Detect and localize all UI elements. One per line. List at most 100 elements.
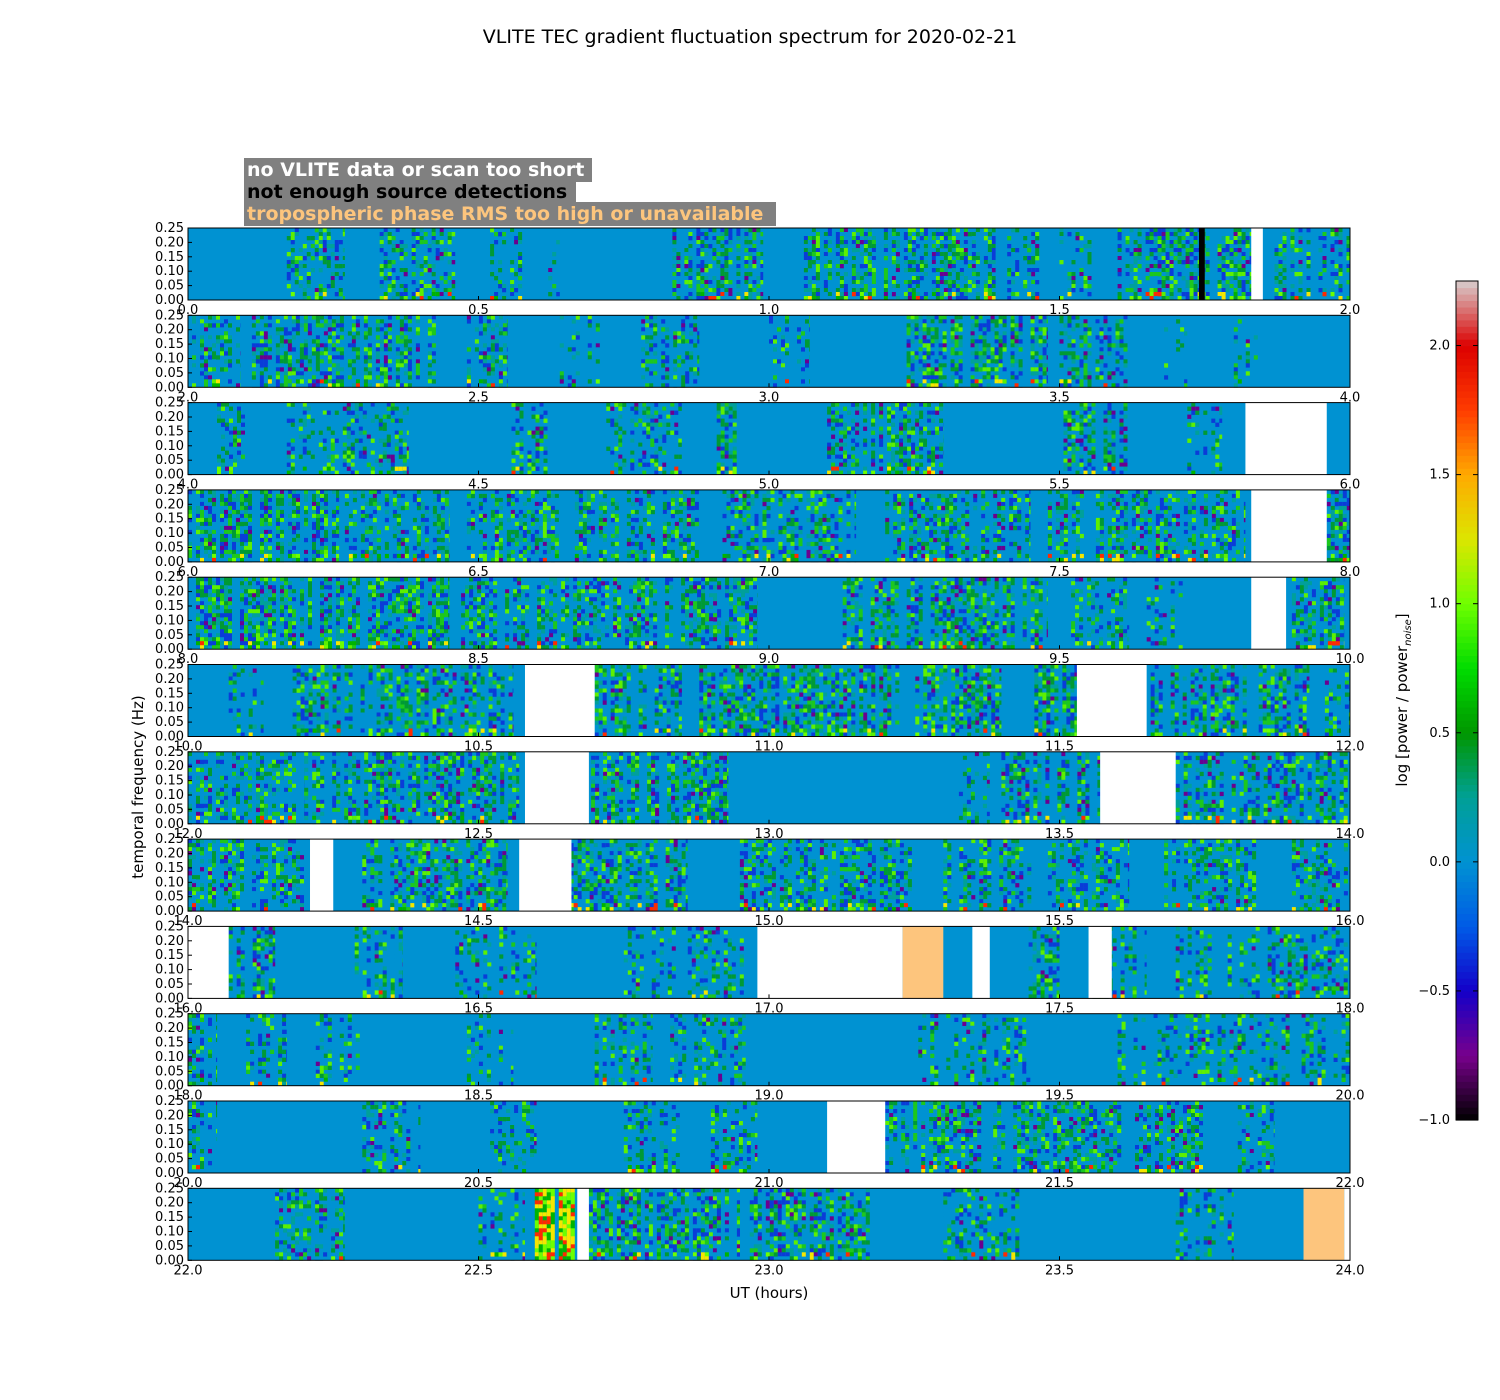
spectrum-cell [1092,439,1096,443]
spectrum-cell [395,403,399,407]
spectrum-cell [943,339,947,343]
spectrum-cell [395,435,399,439]
spectrum-cell [256,355,260,359]
spectrum-cell [646,455,650,459]
spectrum-cell [1335,240,1339,244]
spectrum-cell [1230,228,1234,232]
spectrum-cell [428,331,432,335]
spectrum-cell [576,371,580,375]
spectrum-cell [641,327,645,331]
spectrum-cell [1088,276,1092,280]
spectrum-cell [700,276,704,280]
spectrum-cell [518,264,522,268]
spectrum-cell [400,284,404,288]
spectrum-cell [396,260,400,264]
spectrum-cell [228,323,232,327]
spectrum-cell [507,327,508,331]
spectrum-cell [494,276,498,280]
spectrum-cell [1068,343,1072,347]
spectrum-cell [1068,447,1072,451]
spectrum-cell [340,355,344,359]
spectrum-cell [756,268,760,272]
spectrum-cell [895,423,899,427]
spectrum-cell [323,411,327,415]
spectrum-cell [1126,292,1130,296]
spectrum-cell [1031,236,1035,240]
spectrum-cell [1003,355,1007,359]
spectrum-cell [1108,439,1112,443]
spectrum-cell [808,284,812,288]
spectrum-cell [303,435,307,439]
spectrum-cell [236,343,240,347]
spectrum-cell [241,419,245,423]
spectrum-cell [408,359,412,363]
spectrum-cell [991,371,995,375]
spectrum-cell [1031,347,1035,351]
spectrum-cell [1166,268,1170,272]
spectrum-cell [1335,276,1339,280]
spectrum-cell [499,347,503,351]
spectrum-cell [1100,355,1104,359]
spectrum-cell [295,232,299,236]
spectrum-cell [1176,339,1180,343]
spectrum-cell [907,431,911,435]
spectrum-cell [729,411,733,415]
spectrum-cell [1347,244,1351,248]
spectrum-cell [299,252,303,256]
spectrum-cell [677,367,681,371]
spectrum-cell [907,463,911,467]
spectrum-cell [975,339,979,343]
spectrum-cell [388,347,392,351]
spectrum-cell [991,363,995,367]
spectrum-cell [352,315,356,319]
spectrum-cell [1158,240,1162,244]
spectrum-cell [307,411,311,415]
spectrum-cell [804,280,808,284]
spectrum-cell [491,355,495,359]
spectrum-cell [752,248,756,252]
spectrum-cell [959,367,963,371]
spectrum-cell [303,256,307,260]
spectrum-cell [1031,379,1035,383]
spectrum-cell [863,411,867,415]
spectrum-cell [356,319,360,323]
spectrum-cell [1003,367,1007,371]
spectrum-cell [919,355,923,359]
spectrum-cell [864,272,868,276]
spectrum-cell [276,331,280,335]
spectrum-cell [891,411,895,415]
spectrum-cell [670,407,674,411]
spectrum-cell [368,375,372,379]
spectrum-cell [448,252,452,256]
spectrum-cell [907,379,911,383]
spectrum-cell [654,439,658,443]
spectrum-cell [383,439,387,443]
spectrum-cell [948,260,952,264]
spectrum-cell [479,363,483,367]
spectrum-cell [416,335,420,339]
spectrum-cell [396,375,400,379]
spectrum-cell [684,280,688,284]
spectrum-cell [972,252,976,256]
spectrum-cell [316,327,320,331]
spectrum-cell [528,463,532,467]
spectrum-cell [919,315,923,319]
spectrum-cell [971,371,975,375]
spectrum-cell [733,451,737,455]
spectrum-cell [622,459,626,463]
spectrum-cell [383,443,387,447]
spectrum-cell [936,252,940,256]
spectrum-cell [908,228,912,232]
spectrum-cell [915,455,919,459]
spectrum-cell [720,288,724,292]
spectrum-cell [384,264,388,268]
spectrum-cell [1043,315,1047,319]
spectrum-cell [387,459,391,463]
spectrum-cell [1307,260,1311,264]
spectrum-cell [1339,276,1343,280]
spectrum-cell [658,439,662,443]
spectrum-cell [264,343,268,347]
spectrum-cell [1150,240,1154,244]
spectrum-cell [512,423,516,427]
spectrum-cell [955,315,959,319]
